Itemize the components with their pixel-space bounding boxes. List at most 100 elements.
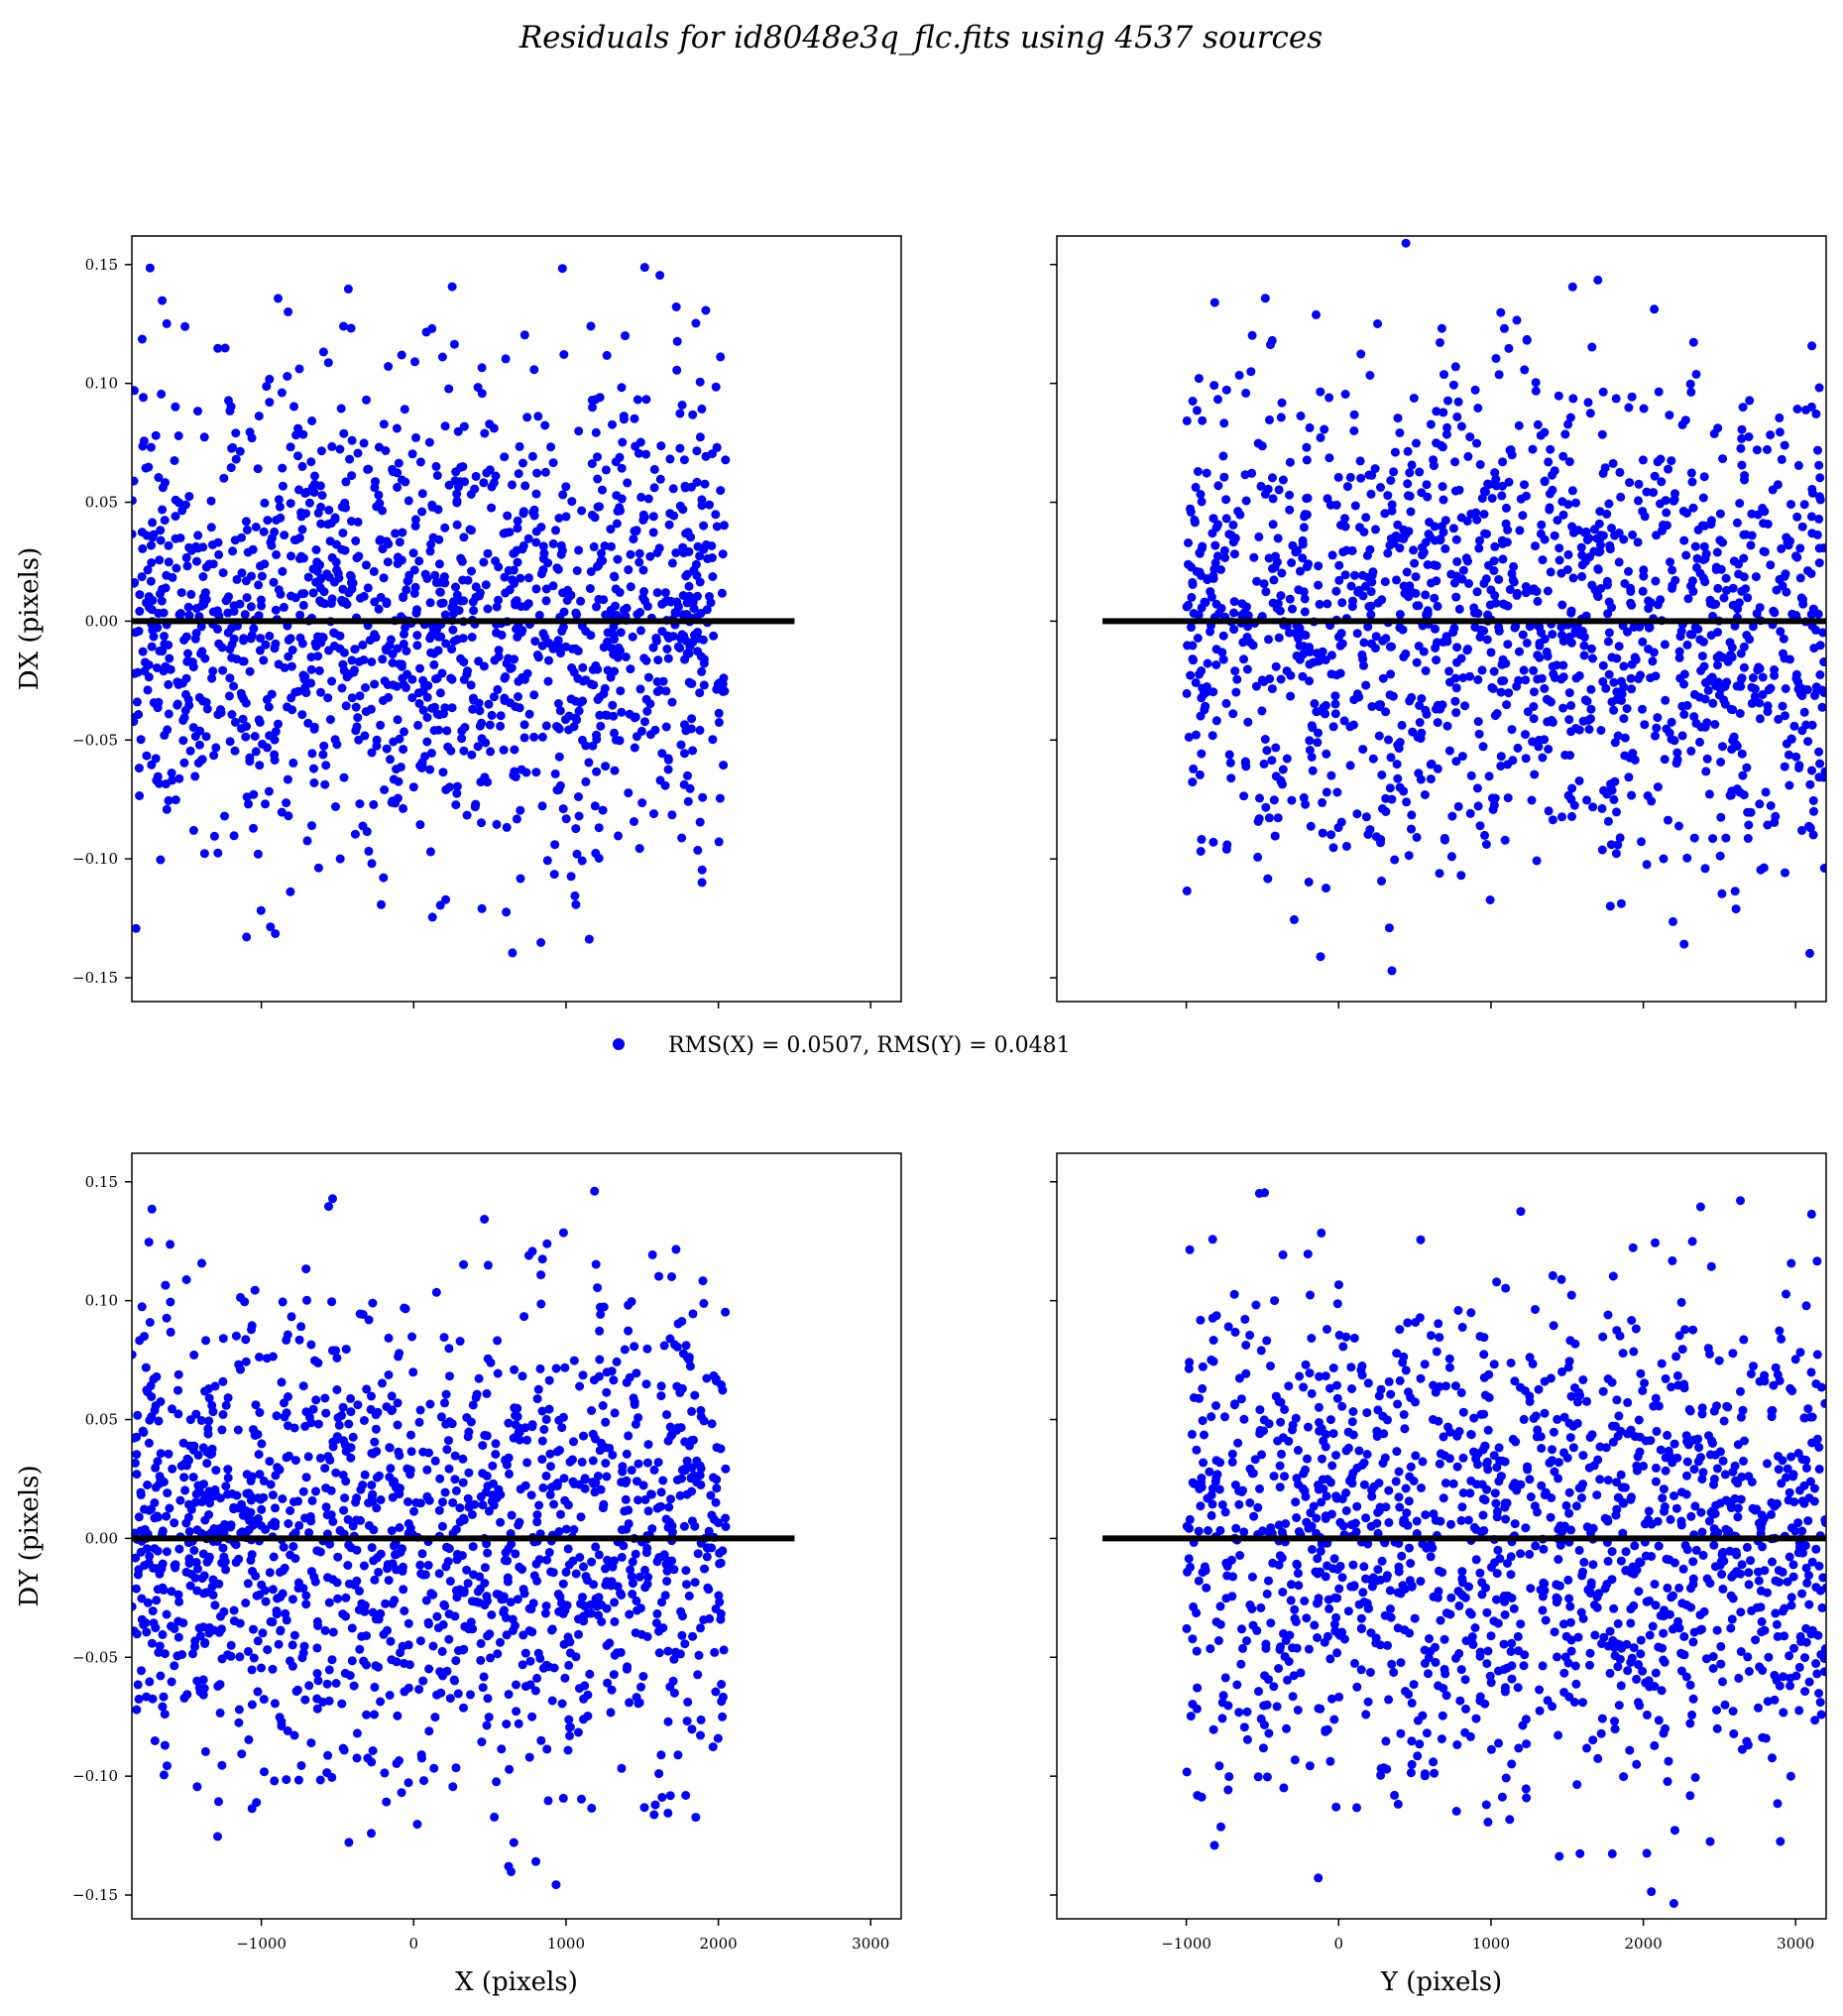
data-point: [299, 674, 309, 684]
data-point: [571, 824, 581, 834]
data-point: [229, 1605, 239, 1615]
data-point: [603, 1678, 613, 1688]
data-point: [242, 932, 252, 942]
data-point: [660, 1591, 670, 1601]
data-point: [326, 599, 336, 609]
data-point: [534, 610, 544, 620]
data-point: [306, 664, 316, 674]
data-point: [271, 1503, 280, 1513]
data-point: [600, 541, 610, 550]
data-point: [595, 692, 605, 702]
data-point: [345, 669, 355, 679]
data-point: [346, 1543, 356, 1553]
data-point: [364, 464, 374, 474]
data-point: [594, 823, 604, 833]
data-point: [1817, 685, 1826, 695]
data-point: [1386, 753, 1396, 763]
data-point: [711, 1497, 721, 1507]
data-point: [150, 1405, 160, 1415]
data-point: [447, 282, 457, 292]
data-point: [204, 1393, 214, 1403]
data-point: [660, 780, 670, 790]
data-point: [1548, 485, 1557, 495]
data-point: [1446, 569, 1456, 579]
data-point: [1316, 1704, 1325, 1714]
data-point: [541, 1601, 551, 1610]
data-point: [1700, 577, 1710, 587]
data-point: [1359, 528, 1369, 536]
data-point: [598, 1401, 608, 1410]
data-point: [519, 733, 529, 743]
data-point: [162, 804, 172, 814]
data-point: [1331, 586, 1341, 596]
data-point: [540, 1608, 550, 1618]
data-point: [444, 384, 454, 394]
data-point: [325, 715, 335, 725]
data-point: [617, 1552, 627, 1562]
data-point: [1614, 557, 1624, 567]
data-point: [689, 566, 699, 575]
data-point: [622, 1377, 632, 1387]
data-point: [1639, 404, 1649, 414]
data-point: [1195, 567, 1205, 577]
data-point: [1298, 671, 1308, 681]
data-point: [1349, 410, 1359, 419]
data-point: [630, 743, 639, 753]
data-point: [355, 1644, 365, 1654]
data-point: [1229, 549, 1239, 559]
scatter-points: [132, 1186, 731, 1890]
data-point: [587, 1557, 597, 1567]
data-point: [1683, 594, 1693, 604]
data-point: [286, 1550, 295, 1560]
data-point: [403, 575, 413, 585]
data-point: [185, 746, 195, 756]
data-point: [201, 732, 211, 742]
data-point: [485, 1629, 495, 1639]
data-point: [1304, 878, 1314, 887]
data-point: [157, 389, 167, 399]
data-point: [597, 548, 606, 558]
data-point: [1656, 1445, 1666, 1455]
data-point: [1582, 1396, 1591, 1406]
data-point: [1243, 611, 1253, 621]
data-point: [1726, 1623, 1736, 1633]
data-point: [1381, 707, 1391, 717]
data-point: [1602, 580, 1612, 590]
data-point: [440, 1487, 450, 1497]
data-point: [1729, 556, 1739, 566]
data-point: [230, 717, 240, 727]
data-point: [1607, 1575, 1617, 1585]
data-point: [590, 801, 600, 811]
data-point: [370, 679, 380, 689]
data-point: [1690, 1773, 1700, 1782]
data-point: [323, 1750, 333, 1760]
data-point: [1456, 653, 1466, 663]
data-point: [204, 1416, 214, 1426]
data-point: [1496, 307, 1506, 317]
data-point: [247, 1700, 257, 1710]
data-point: [458, 575, 468, 585]
data-point: [232, 1490, 242, 1500]
data-point: [1416, 1577, 1426, 1587]
data-point: [1320, 424, 1329, 434]
data-point: [1698, 637, 1708, 647]
data-point: [1550, 531, 1559, 540]
data-point: [323, 358, 333, 368]
data-point: [586, 1600, 596, 1609]
data-point: [1355, 456, 1365, 466]
data-point: [1695, 568, 1705, 578]
data-point: [200, 1746, 210, 1756]
data-point: [383, 1564, 393, 1574]
data-point: [1424, 1669, 1433, 1679]
data-point: [434, 559, 444, 569]
data-point: [272, 1609, 282, 1619]
data-point: [1384, 735, 1393, 745]
data-point: [634, 448, 643, 458]
data-point: [638, 510, 648, 520]
data-point: [1240, 757, 1250, 767]
data-point: [649, 483, 659, 493]
data-point: [1268, 473, 1277, 483]
data-point: [589, 541, 599, 551]
data-point: [460, 1621, 470, 1631]
data-point: [681, 1791, 691, 1800]
